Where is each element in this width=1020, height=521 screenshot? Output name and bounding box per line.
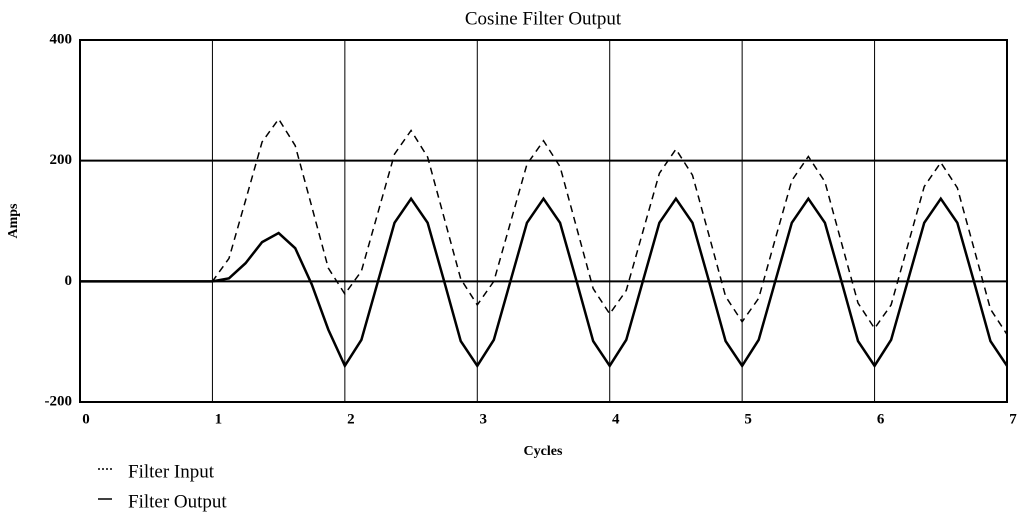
x-tick-label: 1	[215, 411, 223, 427]
y-axis-label: Amps	[6, 203, 21, 239]
series-line	[80, 196, 1009, 369]
y-tick-label: 200	[50, 152, 73, 168]
x-tick-label: 3	[480, 411, 488, 427]
chart-title: Cosine Filter Output	[465, 8, 622, 29]
y-tick-label: 0	[65, 273, 73, 289]
x-tick-label: 4	[612, 411, 620, 427]
y-tick-label: 400	[50, 31, 73, 47]
y-tick-label: -200	[45, 393, 73, 409]
x-tick-label: 7	[1009, 411, 1017, 427]
plot-frame	[79, 39, 1008, 403]
x-axis-label: Cycles	[524, 444, 563, 459]
legend-label: Filter Output	[128, 491, 227, 512]
series-line	[80, 117, 1008, 335]
x-tick-label: 2	[347, 411, 355, 427]
x-tick-label: 6	[877, 411, 885, 427]
x-tick-label: 0	[82, 411, 90, 427]
x-tick-label: 5	[744, 411, 752, 427]
legend-label: Filter Input	[128, 461, 215, 482]
